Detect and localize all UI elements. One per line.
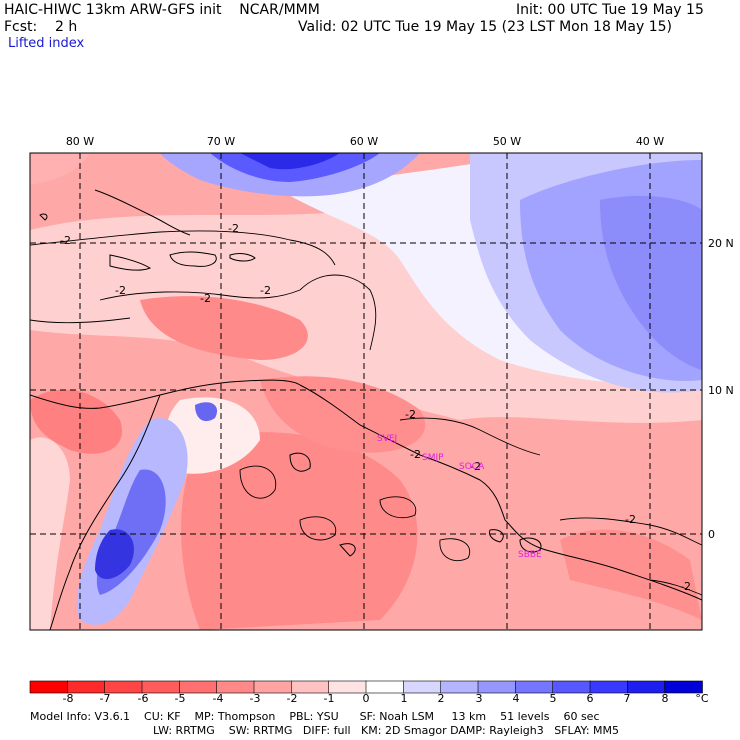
contour-label: -2: [200, 292, 211, 305]
graticule: [30, 153, 702, 630]
lat-label: 20 N: [708, 237, 734, 250]
colorbar-tick: -1: [323, 692, 335, 705]
colorbar-tick: -8: [62, 692, 74, 705]
station-sbbe: SBBE: [518, 550, 542, 560]
colorbar-tick: 0: [362, 692, 370, 705]
lat-label: 0: [708, 528, 715, 541]
longitude-labels: 80 W 70 W 60 W 50 W 40 W: [66, 135, 664, 148]
map-frame: [29, 152, 703, 631]
colorbar-swatch: [627, 680, 666, 694]
model-info-line1: Model Info: V3.6.1 CU: KF MP: Thompson P…: [30, 710, 600, 723]
contour-label: -2: [260, 284, 271, 297]
contour-label: -2: [228, 222, 239, 235]
contour-label: -2: [680, 580, 691, 593]
colorbar-tick: -4: [212, 692, 224, 705]
contour-label: -2: [625, 513, 636, 526]
station-svej: SVEJ: [377, 434, 397, 444]
colorbar-tick: -2: [286, 692, 298, 705]
lon-label: 80 W: [66, 135, 94, 148]
colorbar-swatch: [589, 680, 629, 694]
colorbar-tick: 3: [475, 692, 483, 705]
init-time: Init: 00 UTC Tue 19 May 15: [516, 2, 704, 18]
colorbar-swatch: [403, 680, 442, 694]
station-labels: SVEJ SMJP SOCA SBBE: [377, 434, 542, 560]
lon-label: 70 W: [207, 135, 235, 148]
field-shading: [30, 153, 702, 630]
colorbar-swatch: [365, 680, 405, 694]
contour-label: -2: [60, 234, 71, 247]
colorbar: [29, 680, 703, 694]
lon-label: 60 W: [350, 135, 378, 148]
colorbar-swatch: [664, 680, 703, 694]
forecast-hour: Fcst: 2 h: [4, 19, 78, 35]
field-name: Lifted index: [8, 36, 85, 51]
model-title: HAIC-HIWC 13km ARW-GFS init NCAR/MMM: [4, 2, 320, 18]
colorbar-swatch: [552, 680, 591, 694]
colorbar-tick: 7: [623, 692, 631, 705]
colorbar-unit: °C: [695, 692, 709, 705]
contour-label: -2: [470, 460, 481, 473]
colorbar-swatch: [477, 680, 517, 694]
valid-time: Valid: 02 UTC Tue 19 May 15 (23 LST Mon …: [298, 19, 672, 35]
coastlines: [30, 189, 702, 630]
contour-label: -2: [115, 284, 126, 297]
colorbar-tick: 4: [512, 692, 520, 705]
colorbar-tick: 8: [661, 692, 669, 705]
colorbar-swatch: [440, 680, 479, 694]
colorbar-tick: 1: [400, 692, 408, 705]
model-info-line2: LW: RRTMG SW: RRTMG DIFF: full KM: 2D Sm…: [153, 724, 619, 737]
station-soca: SOCA: [459, 462, 485, 472]
colorbar-tick: -3: [249, 692, 261, 705]
lat-label: 10 N: [708, 384, 734, 397]
latitude-labels: 20 N 10 N 0: [708, 237, 734, 541]
contour-label: -2: [410, 448, 421, 461]
lon-label: 50 W: [493, 135, 521, 148]
colorbar-swatch: [515, 680, 554, 694]
contour-label-group: -2 -2 -2 -2 -2 -2 -2 -2 -2 -2: [60, 222, 691, 593]
colorbar-tick: 2: [437, 692, 445, 705]
station-smjp: SMJP: [422, 453, 444, 463]
colorbar-tick: -5: [174, 692, 186, 705]
colorbar-tick: -7: [99, 692, 111, 705]
colorbar-tick: 6: [586, 692, 594, 705]
colorbar-tick: -6: [137, 692, 149, 705]
lon-label: 40 W: [636, 135, 664, 148]
contour-label: -2: [405, 408, 416, 421]
colorbar-tick: 5: [549, 692, 557, 705]
